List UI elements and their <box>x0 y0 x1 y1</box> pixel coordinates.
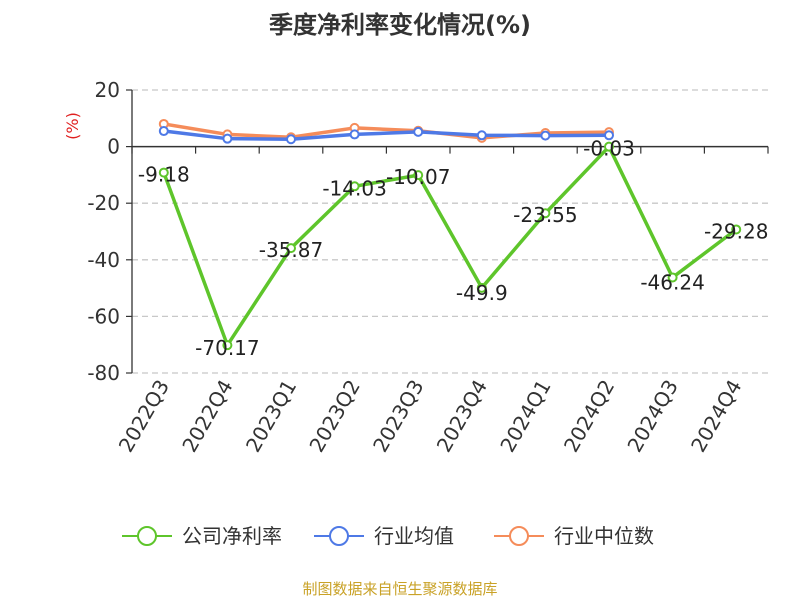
chart-title: 季度净利率变化情况(%) <box>269 11 531 39</box>
data-point <box>667 272 678 283</box>
x-tick-label: 2023Q2 <box>304 376 364 457</box>
x-tick-label: 2023Q1 <box>241 376 301 457</box>
legend[interactable]: 公司净利率 行业均值 行业中位数 <box>122 524 654 548</box>
y-axis-unit: (%) <box>63 112 82 140</box>
data-point <box>731 224 742 235</box>
data-labels: -9.18 -70.17 -35.87 -14.03 -10.07 -49.9 -23.55… <box>138 137 769 360</box>
series-industry-mean <box>158 126 614 145</box>
x-tick-label: 2022Q3 <box>114 376 174 457</box>
x-tick-label: 2024Q2 <box>559 376 619 457</box>
data-label: -14.03 <box>322 176 386 200</box>
y-tick-label: -60 <box>87 304 120 328</box>
x-tick-label: 2022Q4 <box>177 376 237 457</box>
series-line <box>162 144 738 347</box>
grid-lines <box>132 89 768 374</box>
data-point <box>286 243 296 254</box>
y-tick-label: 20 <box>95 78 120 102</box>
legend-item-industry-mean[interactable]: 行业均值 <box>314 524 454 548</box>
data-label: -0.03 <box>583 137 635 161</box>
data-point <box>476 282 487 293</box>
data-label: -46.24 <box>640 270 704 294</box>
legend-label: 公司净利率 <box>182 524 282 548</box>
source-note: 制图数据来自恒生聚源数据库 <box>302 580 497 598</box>
x-tick-label: 2024Q3 <box>622 376 682 457</box>
data-label: -23.55 <box>513 203 577 227</box>
series-line <box>163 129 610 141</box>
legend-item-company[interactable]: 公司净利率 <box>122 524 282 548</box>
legend-marker <box>509 526 529 546</box>
x-tick-label: 2024Q1 <box>495 376 555 457</box>
x-tick-label: 2023Q4 <box>432 376 492 457</box>
y-tick-label: -80 <box>87 361 120 385</box>
legend-label: 行业中位数 <box>554 524 654 548</box>
x-tick-label: 2023Q3 <box>368 376 428 457</box>
data-point <box>604 130 614 141</box>
data-point <box>349 181 360 192</box>
data-point <box>286 134 296 145</box>
data-label: -35.87 <box>259 238 323 262</box>
legend-marker <box>137 526 157 546</box>
data-point <box>413 126 424 137</box>
series-company <box>158 141 742 351</box>
y-tick-label: -40 <box>87 248 120 272</box>
data-point <box>476 130 487 141</box>
data-point <box>158 167 169 178</box>
series-layer <box>158 118 742 351</box>
data-label: -70.17 <box>195 336 259 360</box>
data-point <box>349 129 360 140</box>
data-point <box>222 340 233 351</box>
data-point <box>413 170 424 181</box>
y-tick-label: -20 <box>87 191 120 215</box>
y-axis-ticks: 20 0 -20 -40 -60 -80 <box>87 78 132 385</box>
data-point <box>158 126 169 137</box>
data-point <box>222 133 233 144</box>
data-point <box>540 208 551 219</box>
legend-label: 行业均值 <box>374 524 454 548</box>
data-label: -10.07 <box>386 165 450 189</box>
data-label: -9.18 <box>138 163 190 187</box>
y-tick-label: 0 <box>107 135 120 159</box>
x-tick-label: 2024Q4 <box>686 376 746 457</box>
data-point <box>540 130 551 141</box>
data-label: -29.28 <box>704 219 768 243</box>
data-label: -49.9 <box>456 281 508 305</box>
legend-item-industry-median[interactable]: 行业中位数 <box>494 524 654 548</box>
legend-marker <box>329 526 349 546</box>
data-point <box>604 141 614 152</box>
